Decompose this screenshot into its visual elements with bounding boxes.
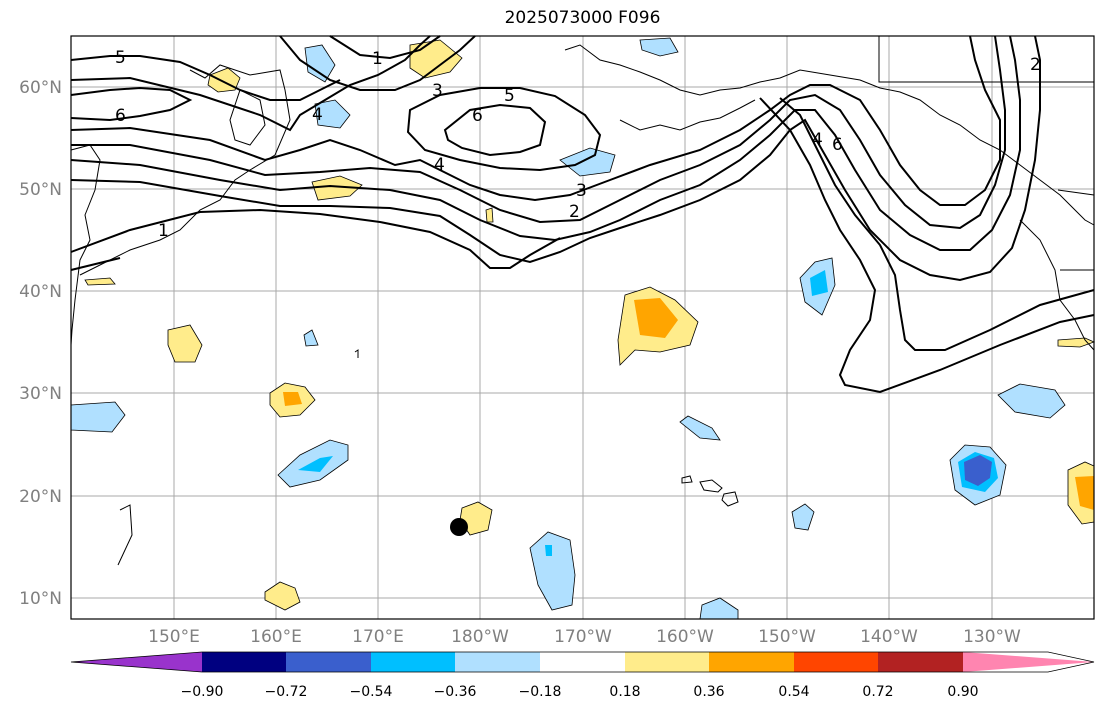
colorbar-segment [455,652,540,672]
anomaly-negative-strong [810,270,828,296]
colorbar-segment [625,652,709,672]
colorbar-tick-label: −0.72 [265,684,308,700]
contour-label: 6 [832,135,843,155]
contour-label: 4 [812,130,823,150]
lat-label: 20°N [19,487,62,507]
anomaly-negative [529,531,576,611]
lon-label: 140°W [860,627,918,647]
contour-labels: 5 6 1 3 5 6 4 3 2 1 4 4 6 2 [115,48,1041,241]
anomaly-negative [679,415,721,441]
lon-label: 150°W [758,627,816,647]
colorbar-segment [540,652,625,672]
colorbar-segment [794,652,878,672]
colorbar-tick-label: −0.54 [350,684,393,700]
lat-label: 50°N [19,180,62,200]
anomaly-positive [264,581,301,611]
anomaly-negative [699,597,739,620]
contour-label: 5 [115,48,126,68]
colorbar-tick-label: 0.36 [693,684,724,700]
colorbar-segment [709,652,794,672]
colorbar-tick-label: 0.54 [778,684,809,700]
colorbar-segment [202,652,286,672]
contour-label: 4 [434,155,445,175]
anomaly-positive [409,39,463,79]
anomaly-negative [559,147,616,177]
colorbar-tick-label: 0.72 [862,684,893,700]
lat-label: 10°N [19,589,62,609]
graticule [71,36,1094,619]
contour-label: 4 [312,105,323,125]
shaded-field [70,37,1096,620]
colorbar-segment [371,652,455,672]
colorbar-segment [963,652,1094,672]
lon-label: 180°W [451,627,509,647]
lon-label: 160°E [250,627,302,647]
map-title: 2025073000 F096 [504,8,661,28]
colorbar-segment [286,652,371,672]
anomaly-positive-strong [634,298,678,338]
colorbar-tick-label: −0.36 [434,684,477,700]
contour-label: 6 [115,106,126,126]
contour-label: 3 [432,81,443,101]
colorbar-segment [878,652,963,672]
colorbar-segment [71,652,202,672]
lat-label: 40°N [19,282,62,302]
colorbar-tick-label: 0.90 [947,684,978,700]
anomaly-negative [997,383,1066,419]
lon-label: 130°W [963,627,1021,647]
anomaly-positive-strong [1075,476,1094,510]
contour-label: 2 [569,202,580,222]
lon-label: 170°E [352,627,404,647]
lat-label: 60°N [19,78,62,98]
colorbar-tick-label: −0.18 [519,684,562,700]
contour-label: 2 [1030,55,1041,75]
storm-position-marker [450,518,468,536]
anomaly-positive [485,207,494,223]
contour-label: 3 [576,181,587,201]
lon-label: 160°W [656,627,714,647]
anomaly-positive [311,175,363,201]
lat-label: 30°N [19,384,62,404]
lon-label: 150°E [148,627,200,647]
colorbar-labels: −0.90 −0.72 −0.54 −0.36 −0.18 0.18 0.36 … [181,684,979,700]
contour-label: 1 [158,221,169,241]
latitude-labels: 60°N 50°N 40°N 30°N 20°N 10°N [19,78,62,609]
anomaly-negative-strong [298,456,333,472]
anomaly-negative [791,503,815,531]
colorbar-tick-label: −0.90 [181,684,224,700]
contour-label: 6 [472,106,483,126]
anomaly-positive-strong [283,392,302,406]
anomaly-negative-strong [545,545,552,556]
map-frame [70,35,1095,620]
anomaly-positive [167,324,203,363]
anomaly-negative-stronger [964,455,992,486]
height-contours [70,35,1095,394]
colorbar [70,651,1095,673]
colorbar-outline [70,651,1095,673]
longitude-labels: 150°E 160°E 170°E 180°W 170°W 160°W 150°… [148,627,1021,647]
contour-label: 1 [372,49,383,69]
colorbar-tick-label: 0.18 [609,684,640,700]
anomaly-positive [84,277,116,286]
anomaly-negative [304,44,336,83]
anomaly-negative [639,37,679,57]
contour-label: 5 [504,86,515,106]
anomaly-negative [314,99,351,129]
lon-label: 170°W [554,627,612,647]
anomaly-negative [303,329,319,347]
